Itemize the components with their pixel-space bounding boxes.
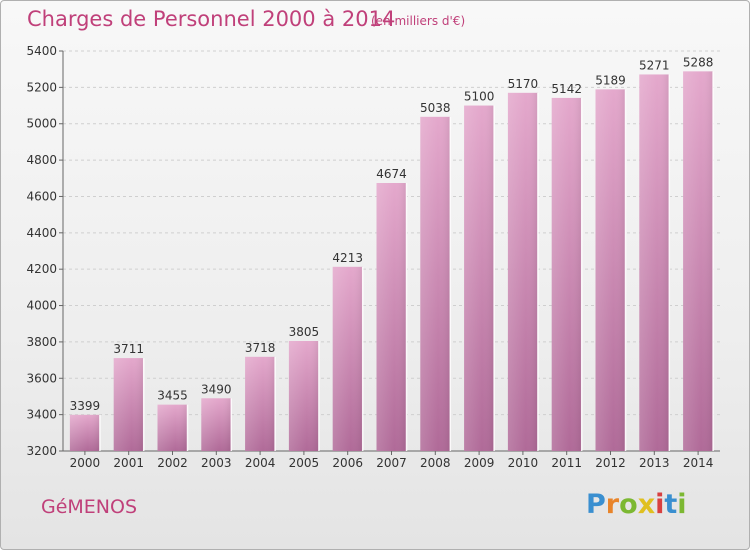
x-tick-label: 2011 [551,456,582,470]
value-label: 5038 [420,101,451,115]
y-tick-label: 4200 [26,262,57,276]
y-tick-label: 5400 [26,44,57,58]
value-label: 5142 [551,82,582,96]
y-tick-label: 3200 [26,444,57,458]
y-tick-label: 3400 [26,408,57,422]
value-label: 5189 [595,73,626,87]
x-tick-label: 2006 [332,456,363,470]
bar-shade [683,71,714,451]
x-tick-label: 2010 [508,456,539,470]
x-tick-label: 2005 [289,456,320,470]
value-label: 3490 [201,382,232,396]
bar-shade [113,358,144,451]
city-name: GéMENOS [41,496,138,518]
x-tick-label: 2002 [157,456,188,470]
value-label: 3805 [289,325,320,339]
value-label: 5271 [639,58,670,72]
x-tick-label: 2003 [201,456,232,470]
y-tick-label: 3800 [26,335,57,349]
bar-shade [332,266,363,451]
y-tick-label: 5000 [26,117,57,131]
x-tick-label: 2004 [245,456,276,470]
proxiti-logo: Proxiti [586,489,687,520]
value-label: 3718 [245,341,276,355]
value-label: 4674 [376,167,407,181]
value-label: 3711 [113,342,144,356]
bar-shade [595,89,626,451]
value-label: 5100 [464,90,495,104]
bar-shade [201,398,232,451]
y-tick-label: 3600 [26,371,57,385]
value-label: 5170 [508,77,539,91]
value-label: 4213 [332,251,363,265]
y-tick-label: 4400 [26,226,57,240]
chart-title: Charges de Personnel 2000 à 2014 [27,7,396,31]
logo-letter: r [605,489,620,520]
logo-letter: x [637,489,656,520]
logo-letter: P [586,489,606,520]
bar-shade [245,356,276,451]
x-tick-label: 2014 [683,456,714,470]
x-tick-label: 2001 [113,456,144,470]
y-tick-label: 4000 [26,299,57,313]
chart-subtitle: (en milliers d'€) [371,14,466,28]
logo-letter: t [664,489,678,520]
bar-shade [376,183,407,451]
x-tick-label: 2009 [464,456,495,470]
logo-letter: o [619,489,638,520]
x-tick-label: 2013 [639,456,670,470]
bar-shade [464,105,495,451]
y-tick-label: 4600 [26,189,57,203]
x-tick-label: 2007 [376,456,407,470]
value-label: 3399 [70,399,101,413]
y-tick-label: 5200 [26,80,57,94]
logo-letter: i [655,489,665,520]
bar-shade [288,341,319,451]
bar-shade [639,74,670,452]
x-tick-label: 2000 [70,456,101,470]
y-tick-label: 4800 [26,153,57,167]
bar-shade [420,116,451,452]
bar-shade [157,404,188,451]
bar-shade [507,92,538,452]
bar-shade [69,414,100,451]
value-label: 3455 [157,389,188,403]
bar-shade [551,97,582,451]
logo-letter: i [677,489,687,520]
x-tick-label: 2008 [420,456,451,470]
value-label: 5288 [683,55,714,69]
x-tick-label: 2012 [595,456,626,470]
